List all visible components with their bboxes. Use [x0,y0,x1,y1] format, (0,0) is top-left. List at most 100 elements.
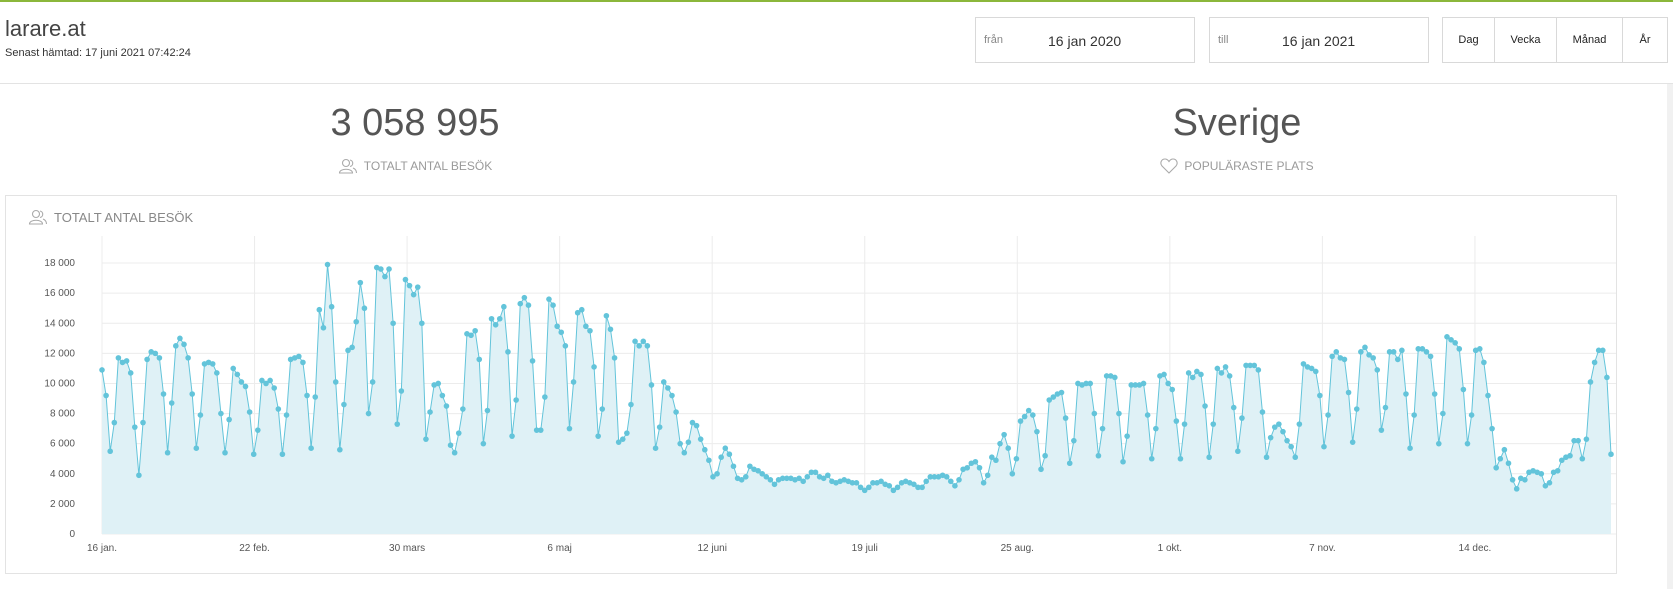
visits-data-point [189,391,196,397]
period-button-week[interactable]: Vecka [1495,18,1557,62]
visits-data-point [1542,483,1549,489]
visits-data-point [1185,370,1192,376]
visits-data-point [250,451,257,458]
visits-data-point [1177,455,1184,462]
visits-data-point [1087,380,1094,387]
from-date-field[interactable]: från 16 jan 2020 [975,17,1195,63]
visits-data-point [1435,440,1442,447]
visits-data-point [476,356,483,363]
visits-data-point [283,412,290,418]
visits-data-point [468,332,474,339]
visits-data-point [587,327,593,334]
visits-data-point [140,419,146,426]
x-tick-label: 6 maj [547,543,571,554]
visits-data-point [718,454,724,461]
visits-data-point [583,323,589,330]
visits-data-point [279,451,286,458]
visits-data-point [1255,367,1262,373]
visits-data-point [177,335,183,342]
visits-data-point [1091,410,1098,417]
visits-data-point [218,410,224,417]
visits-data-point [1243,362,1249,369]
visits-data-point [1214,365,1221,372]
visits-data-point [160,391,167,397]
visits-data-point [1415,346,1422,352]
visits-data-point [1554,467,1561,474]
visits-data-point [361,305,368,312]
visits-data-point [1505,460,1512,467]
visits-data-point [738,477,745,483]
visits-data-point [1030,412,1036,418]
visits-data-point [681,449,688,456]
visits-data-point [1378,427,1385,433]
y-tick-label: 16 000 [44,288,75,299]
x-tick-label: 7 nov. [1309,543,1336,554]
visits-data-point [164,449,171,456]
visits-data-point [964,464,971,471]
visits-data-point [496,315,503,322]
visits-data-point [1222,364,1229,370]
visits-data-point [915,484,921,491]
period-button-day[interactable]: Dag [1443,18,1495,62]
visits-data-point [394,421,401,427]
period-button-year[interactable]: År [1639,34,1651,46]
visits-data-point [878,478,884,485]
from-date-value[interactable]: 16 jan 2020 [1048,33,1122,49]
visits-data-point [1522,477,1528,483]
visits-data-point [1370,355,1376,361]
scrollbar[interactable] [1667,84,1673,589]
total-visits-value: 3 058 995 [330,102,500,144]
to-date-value[interactable]: 16 jan 2021 [1282,33,1356,49]
visits-data-point [484,407,491,414]
visits-data-point [214,370,220,376]
visits-data-point [222,449,228,456]
popular-place-value: Sverige [1172,102,1302,144]
visits-data-point [1235,448,1241,455]
visits-data-point [1210,421,1217,427]
total-visits-label: TOTALT ANTAL BESÖK [363,159,493,173]
visits-data-point [853,480,860,486]
period-button-month[interactable]: Månad [1557,18,1623,62]
visits-data-point [861,487,868,494]
visits-data-point [472,327,478,334]
visits-data-point [345,347,351,354]
visits-data-point [312,394,319,400]
last-fetched-timestamp: Senast hämtad: 17 juni 2021 07:42:24 [5,47,191,59]
visits-data-point [1448,337,1454,343]
visits-data-point [1038,466,1044,473]
visits-data-point [173,343,179,349]
visits-data-point [152,350,159,357]
heart-icon [1160,158,1179,174]
visits-data-point [1300,361,1307,367]
visits-data-point [443,403,450,409]
visits-data-point [570,379,577,385]
visits-data-point [665,385,671,391]
visits-data-point [168,400,175,406]
visits-data-point [1173,418,1180,424]
visits-data-point [644,343,651,349]
visits-data-point [1366,352,1372,358]
visits-data-point [144,356,150,363]
visits-data-point [1009,470,1016,477]
visits-data-point [747,463,753,470]
visits-data-point [673,409,679,415]
to-date-field[interactable]: till 16 jan 2021 [1209,17,1429,63]
visits-data-point [1116,410,1122,417]
visits-data-point [1513,486,1520,492]
visits-data-point [185,355,191,361]
visits-data-point [230,365,237,372]
visits-chart-panel: TOTALT ANTAL BESÖK 0 2 000 4 000 6 000 8 000… [5,195,1617,574]
visits-data-point [521,294,528,301]
visits-data-point [611,355,618,361]
visits-data-point [455,430,462,436]
visits-data-point [648,382,655,388]
visits-data-point [632,338,638,345]
visits-data-point [948,478,954,485]
total-visits-caption: TOTALT ANTAL BESÖK [215,158,615,174]
visits-data-point [447,442,454,448]
visits-data-point [1251,362,1258,369]
visits-data-point [419,320,425,327]
x-tick-label: 25 aug. [1001,543,1034,554]
visits-data-point [779,475,786,482]
visits-data-point [1485,392,1491,399]
